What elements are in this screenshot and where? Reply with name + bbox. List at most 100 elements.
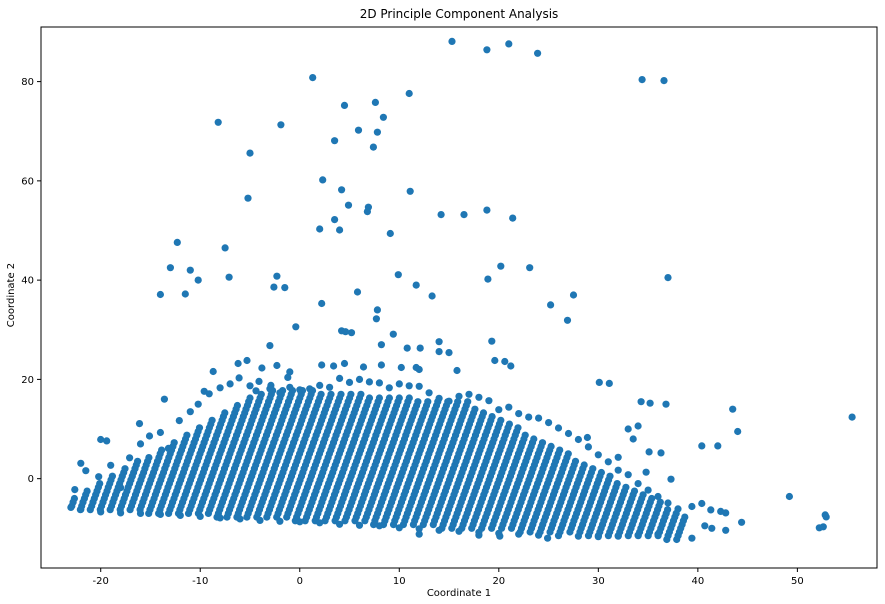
- data-point: [353, 288, 362, 296]
- data-point: [195, 424, 204, 432]
- data-point: [515, 530, 523, 538]
- data-point: [574, 435, 583, 444]
- data-point: [355, 521, 364, 529]
- data-point: [642, 468, 650, 476]
- data-point: [385, 394, 393, 402]
- data-point: [521, 431, 529, 439]
- data-point: [415, 382, 423, 390]
- data-point: [657, 449, 665, 457]
- data-point: [71, 486, 79, 494]
- data-point: [331, 216, 339, 224]
- data-point: [708, 524, 716, 532]
- data-point: [355, 375, 364, 383]
- data-point: [344, 201, 353, 209]
- data-point: [270, 283, 278, 291]
- data-point: [688, 534, 696, 542]
- data-point: [236, 515, 244, 523]
- data-point: [405, 89, 413, 98]
- data-point: [395, 524, 403, 532]
- data-point: [145, 454, 153, 462]
- data-point: [397, 363, 405, 372]
- data-point: [365, 394, 374, 402]
- y-axis-label: Coordinate 2: [6, 263, 17, 327]
- chart-title: 2D Principle Component Analysis: [360, 7, 559, 21]
- data-point: [286, 368, 294, 376]
- data-point: [221, 409, 229, 417]
- x-axis-label: Coordinate 1: [427, 588, 491, 599]
- data-point: [135, 420, 144, 428]
- data-point: [160, 395, 168, 403]
- data-point: [454, 398, 462, 406]
- data-point: [233, 401, 241, 410]
- data-point: [594, 533, 602, 541]
- data-point: [505, 40, 513, 48]
- y-tick-label: 20: [21, 375, 34, 386]
- data-point: [77, 459, 85, 467]
- data-point: [505, 420, 513, 428]
- data-point: [389, 330, 397, 338]
- data-point: [471, 405, 479, 413]
- data-point: [375, 379, 383, 387]
- data-point: [424, 398, 432, 406]
- data-point: [483, 206, 491, 214]
- data-point: [501, 357, 509, 366]
- data-point: [822, 513, 830, 521]
- data-point: [369, 143, 377, 151]
- data-point: [614, 453, 622, 461]
- data-point: [530, 435, 538, 443]
- data-point: [97, 508, 105, 516]
- data-point: [243, 356, 251, 365]
- data-point: [257, 390, 265, 398]
- data-point: [266, 385, 274, 393]
- data-point: [336, 374, 344, 382]
- data-point: [181, 290, 189, 298]
- x-tick-label: 0: [297, 576, 303, 587]
- data-point: [563, 316, 572, 324]
- data-point: [209, 367, 217, 376]
- data-point: [526, 264, 534, 272]
- data-point: [488, 337, 496, 345]
- data-point: [281, 284, 289, 292]
- data-point: [644, 486, 652, 494]
- data-point: [654, 530, 662, 538]
- data-point: [357, 390, 365, 398]
- data-point: [614, 532, 622, 540]
- x-tick-label: 40: [691, 576, 704, 587]
- plot-frame: [40, 26, 878, 569]
- data-point: [412, 363, 420, 372]
- data-point: [416, 344, 424, 352]
- data-point: [574, 532, 583, 540]
- data-point: [226, 380, 234, 388]
- data-point: [255, 377, 263, 385]
- data-point: [507, 362, 515, 370]
- data-point: [126, 454, 134, 462]
- data-point: [216, 384, 224, 392]
- data-point: [637, 398, 645, 406]
- data-point: [547, 301, 555, 309]
- data-point: [544, 534, 552, 542]
- data-point: [613, 480, 621, 488]
- data-point: [497, 262, 505, 270]
- x-tick-label: 30: [592, 576, 605, 587]
- data-point: [630, 487, 639, 495]
- data-point: [569, 291, 578, 299]
- data-point: [273, 272, 281, 280]
- data-point: [412, 281, 420, 289]
- data-point: [445, 349, 453, 357]
- data-point: [194, 400, 202, 408]
- x-tick-label: -20: [93, 576, 109, 587]
- data-point: [83, 487, 91, 495]
- data-point: [554, 532, 563, 540]
- data-point: [244, 194, 252, 202]
- data-point: [246, 394, 254, 402]
- data-point: [556, 446, 564, 454]
- data-point: [848, 413, 856, 421]
- data-point: [605, 379, 613, 387]
- data-point: [286, 383, 294, 391]
- data-point: [729, 405, 737, 413]
- data-point: [196, 512, 204, 521]
- data-point: [662, 400, 670, 408]
- data-point: [136, 440, 145, 448]
- data-point: [654, 492, 662, 501]
- data-point: [701, 522, 709, 530]
